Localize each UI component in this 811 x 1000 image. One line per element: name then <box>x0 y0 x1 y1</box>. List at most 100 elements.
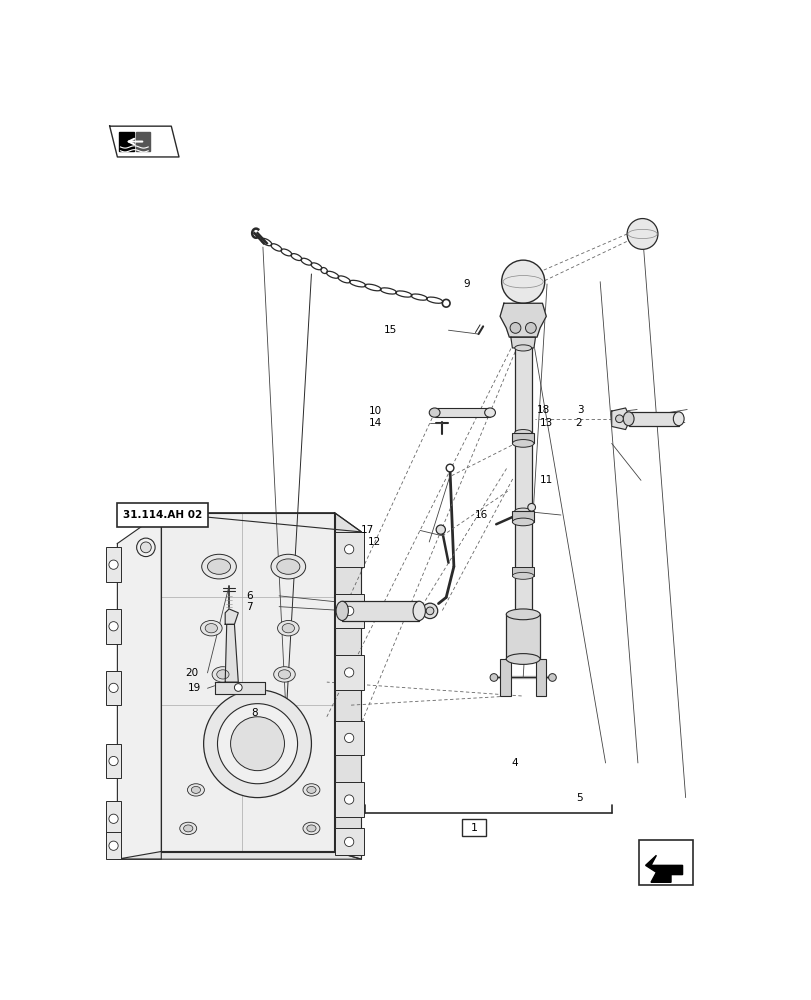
Ellipse shape <box>413 601 425 620</box>
Ellipse shape <box>672 412 684 426</box>
Bar <box>514 443 531 511</box>
Ellipse shape <box>179 822 196 835</box>
Polygon shape <box>118 513 161 859</box>
Circle shape <box>344 545 354 554</box>
Ellipse shape <box>512 440 534 447</box>
Bar <box>512 433 534 443</box>
Text: 2: 2 <box>575 418 581 428</box>
Ellipse shape <box>307 786 315 793</box>
Bar <box>514 522 531 614</box>
Text: 8: 8 <box>251 708 258 718</box>
Circle shape <box>548 674 556 681</box>
Bar <box>638 840 692 885</box>
Ellipse shape <box>217 670 229 679</box>
Bar <box>514 348 531 433</box>
Ellipse shape <box>514 508 531 514</box>
Polygon shape <box>225 609 238 624</box>
Bar <box>334 828 363 855</box>
Text: 6: 6 <box>246 591 252 601</box>
Ellipse shape <box>505 609 539 620</box>
Ellipse shape <box>307 825 315 832</box>
Polygon shape <box>135 132 149 151</box>
Polygon shape <box>510 337 534 348</box>
Ellipse shape <box>273 667 295 682</box>
Ellipse shape <box>271 554 305 579</box>
Ellipse shape <box>514 440 531 446</box>
Bar <box>334 594 363 628</box>
Circle shape <box>140 542 151 553</box>
Ellipse shape <box>205 624 217 633</box>
Bar <box>512 511 534 522</box>
Polygon shape <box>161 513 334 852</box>
Circle shape <box>344 837 354 846</box>
Bar <box>334 782 363 817</box>
Circle shape <box>527 503 534 511</box>
Bar <box>105 671 121 705</box>
Circle shape <box>490 674 497 681</box>
Bar <box>512 567 534 576</box>
Bar <box>628 412 678 426</box>
Circle shape <box>344 606 354 615</box>
Ellipse shape <box>187 784 204 796</box>
Ellipse shape <box>277 620 298 636</box>
Circle shape <box>436 525 445 534</box>
Ellipse shape <box>208 559 230 574</box>
Ellipse shape <box>429 408 440 417</box>
Text: 20: 20 <box>185 668 198 678</box>
Circle shape <box>136 538 155 557</box>
Polygon shape <box>225 624 238 682</box>
Bar <box>505 614 539 659</box>
Circle shape <box>525 323 535 333</box>
Circle shape <box>234 684 242 691</box>
Polygon shape <box>118 852 361 859</box>
Circle shape <box>626 219 657 249</box>
Bar <box>434 408 490 417</box>
Bar <box>105 744 121 778</box>
Circle shape <box>109 622 118 631</box>
Circle shape <box>344 733 354 743</box>
Circle shape <box>501 260 544 303</box>
Bar <box>334 721 363 755</box>
Ellipse shape <box>514 345 531 351</box>
Polygon shape <box>334 513 361 859</box>
Bar <box>105 832 121 859</box>
Circle shape <box>344 795 354 804</box>
Text: 19: 19 <box>187 683 201 693</box>
Bar <box>118 503 208 527</box>
Circle shape <box>509 323 520 333</box>
Ellipse shape <box>514 430 531 436</box>
Ellipse shape <box>422 603 437 619</box>
Bar <box>334 532 363 567</box>
Bar <box>461 819 486 836</box>
Ellipse shape <box>183 825 193 832</box>
Ellipse shape <box>303 822 320 835</box>
Ellipse shape <box>512 572 534 579</box>
Polygon shape <box>611 408 628 430</box>
Text: 15: 15 <box>383 325 397 335</box>
Ellipse shape <box>201 554 236 579</box>
Ellipse shape <box>278 670 290 679</box>
Circle shape <box>217 704 297 784</box>
Circle shape <box>109 841 118 850</box>
Ellipse shape <box>484 408 495 417</box>
Bar <box>334 655 363 690</box>
Ellipse shape <box>336 601 348 620</box>
Circle shape <box>445 464 453 472</box>
Ellipse shape <box>281 624 294 633</box>
Circle shape <box>109 814 118 823</box>
Ellipse shape <box>200 620 222 636</box>
Text: 7: 7 <box>246 602 252 612</box>
Bar <box>105 547 121 582</box>
Ellipse shape <box>512 518 534 526</box>
Text: 18: 18 <box>536 405 549 415</box>
Circle shape <box>204 690 311 798</box>
Text: 11: 11 <box>539 475 552 485</box>
Bar <box>341 601 418 620</box>
Polygon shape <box>118 132 134 151</box>
Bar <box>534 659 546 696</box>
Ellipse shape <box>505 654 539 664</box>
Text: 14: 14 <box>368 418 381 428</box>
Text: 17: 17 <box>360 525 373 535</box>
Ellipse shape <box>191 786 200 793</box>
Circle shape <box>344 668 354 677</box>
